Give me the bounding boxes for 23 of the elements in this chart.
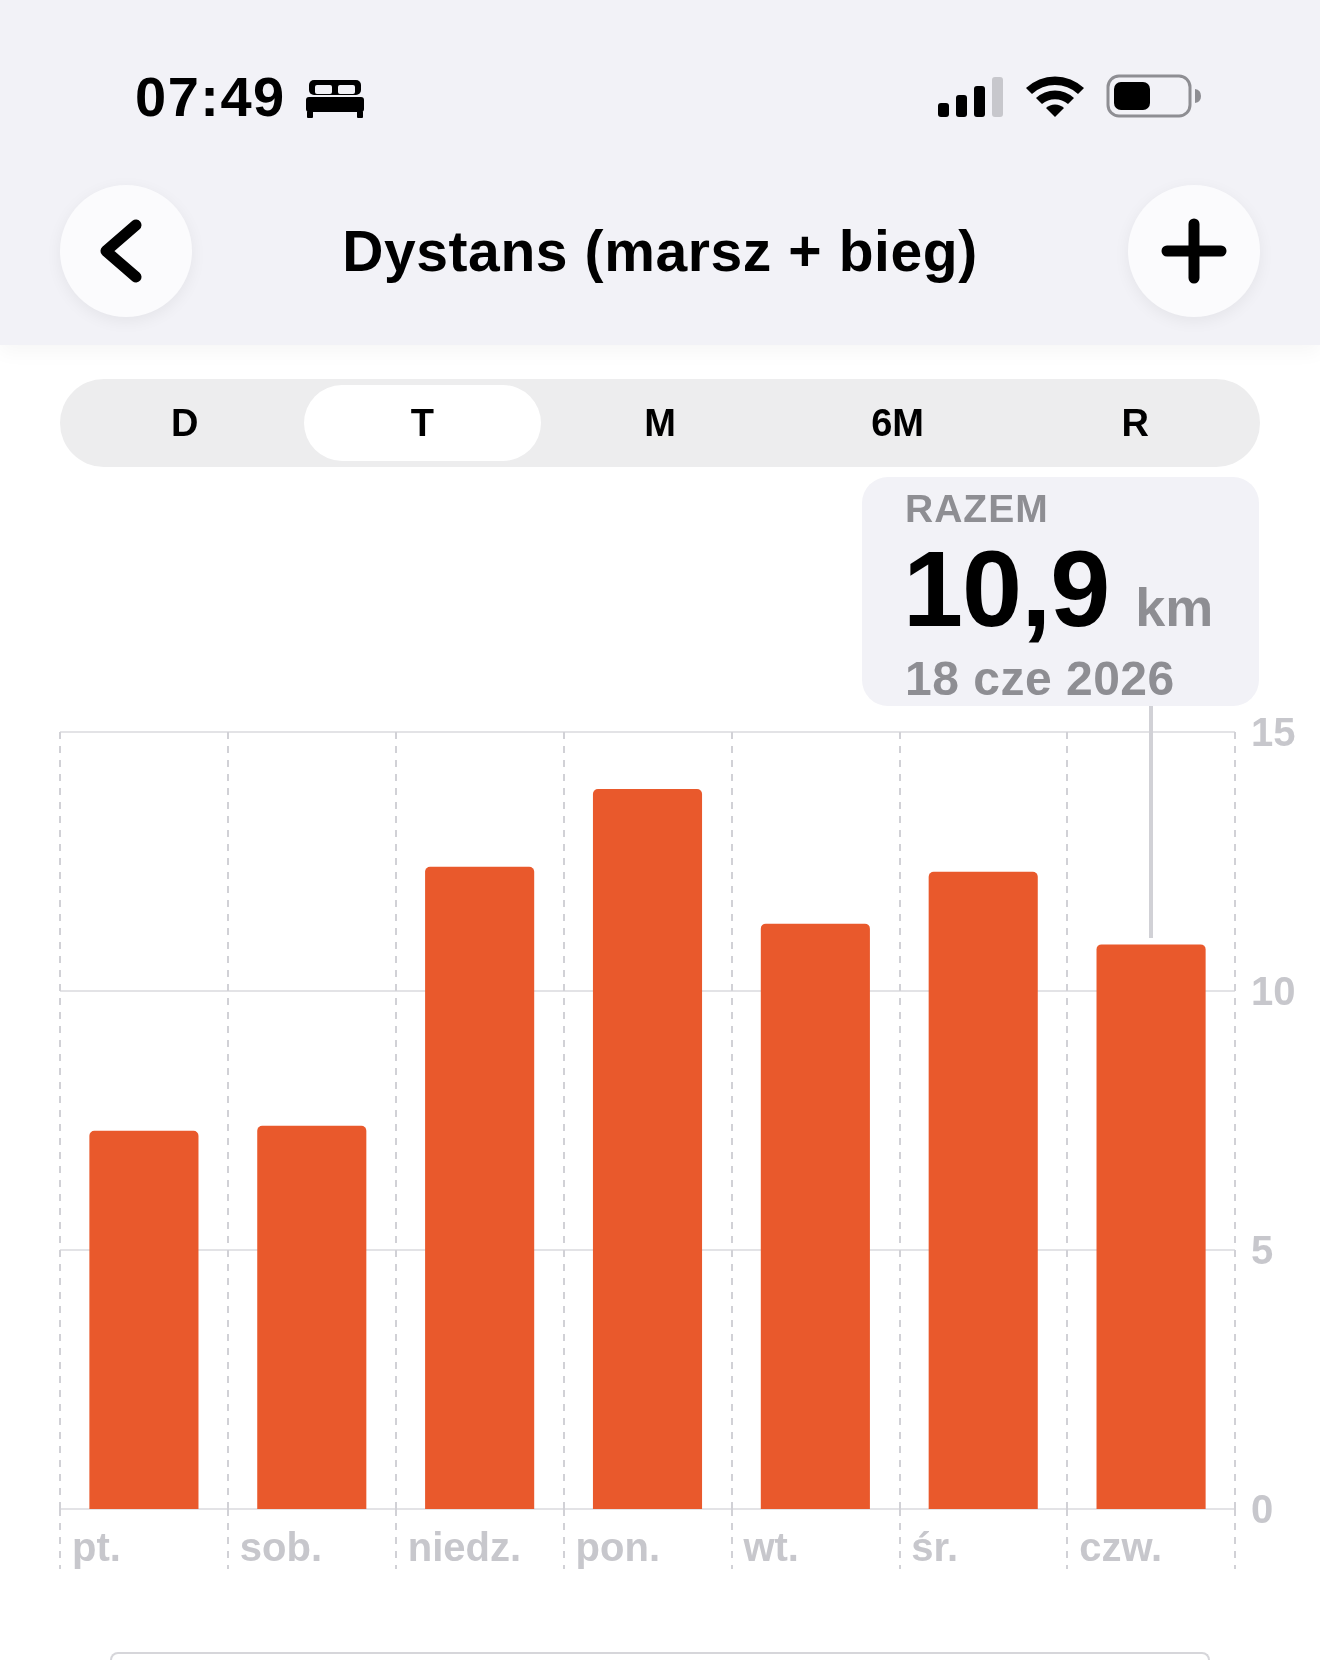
x-tick-label: niedz. (407, 1525, 522, 1569)
x-tick-label: śr. (911, 1525, 958, 1569)
bar (928, 871, 1038, 1509)
x-tick-label: pon. (575, 1525, 660, 1569)
bar (760, 923, 870, 1509)
x-tick-label: sob. (239, 1525, 323, 1569)
text: 07:49 (135, 65, 286, 128)
summary-callout: RAZEM 10,9 km 18 cze 2026 (862, 477, 1259, 706)
bar (1096, 944, 1206, 1509)
bar (89, 1130, 199, 1509)
bar (257, 1125, 367, 1509)
y-tick-label: 15 (1251, 710, 1296, 754)
x-tick-label: pt. (72, 1525, 121, 1569)
bar (425, 866, 535, 1509)
annotation: 10,9 (903, 528, 1110, 649)
x-tick-label: czw. (1079, 1525, 1163, 1569)
y-tick-label: 0 (1251, 1487, 1274, 1531)
y-tick-label: 5 (1251, 1228, 1274, 1272)
x-tick-label: wt. (742, 1525, 799, 1569)
segmented-control: D T M 6M R (60, 379, 1260, 467)
bar (592, 788, 703, 1509)
chart-title: Dystans (marsz + bieg) (342, 218, 978, 284)
y-tick-label: 10 (1251, 969, 1296, 1013)
